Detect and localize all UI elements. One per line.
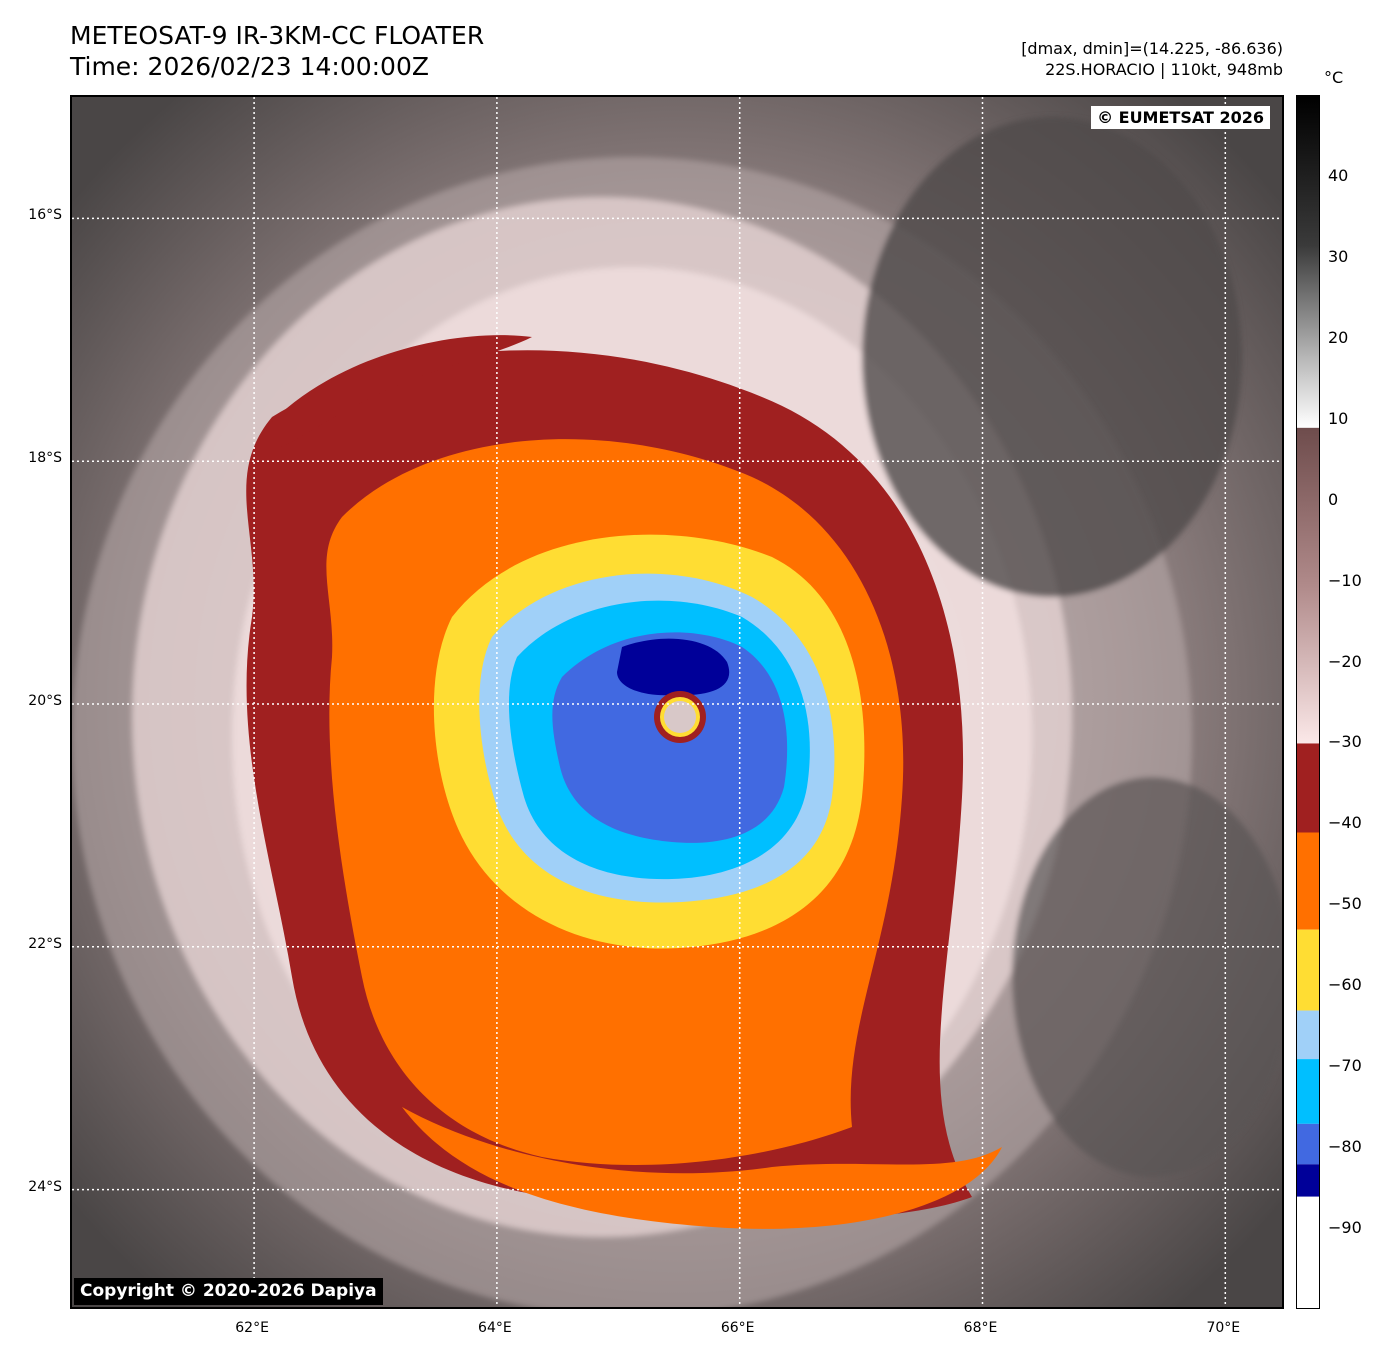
cold-cloud-tops: [246, 335, 1002, 1229]
colorbar-tick-label: 10: [1328, 408, 1349, 428]
lat-label-18s: 18°S: [28, 450, 62, 467]
colorbar-tick-label: −40: [1328, 813, 1362, 833]
lat-label-22s: 22°S: [28, 935, 62, 952]
lon-label-66e: 66°E: [720, 1320, 755, 1336]
lon-label-62e: 62°E: [235, 1320, 269, 1336]
storm-info-block: [dmax, dmin]=(14.225, -86.636) 22S.HORAC…: [1021, 38, 1283, 80]
colorbar-tick-label: 30: [1328, 246, 1349, 266]
colorbar-segment: [1297, 96, 1319, 428]
eumetsat-credit: © EUMETSAT 2026: [1091, 106, 1270, 129]
colorbar-segment: [1297, 1123, 1319, 1165]
colorbar-segment: [1297, 1010, 1319, 1060]
colorbar-tick-label: −20: [1328, 651, 1362, 671]
colorbar-segment: [1297, 929, 1319, 1011]
colorbar-tick-label: −10: [1328, 570, 1362, 590]
colorbar-tick-label: −30: [1328, 732, 1362, 752]
colorbar-tick-label: 40: [1328, 165, 1349, 185]
colorbar-segment: [1297, 743, 1319, 833]
colorbar-segment: [1297, 1164, 1319, 1197]
colorbar-tick-label: −90: [1328, 1218, 1362, 1238]
lon-label-68e: 68°E: [963, 1320, 998, 1336]
colorbar-tick-label: 0: [1328, 489, 1339, 509]
lon-label-70e: 70°E: [1206, 1320, 1241, 1336]
colorbar: [1296, 95, 1320, 1309]
colorbar-segment: [1297, 1196, 1319, 1308]
lat-label-20s: 20°S: [28, 693, 62, 709]
colorbar-tick-label: −50: [1328, 894, 1362, 914]
colorbar-tick-label: −70: [1328, 1056, 1362, 1076]
lat-label-24s: 24°S: [28, 1178, 62, 1195]
colorbar-tick-label: −60: [1328, 975, 1362, 995]
lon-label-64e: 64°E: [478, 1320, 512, 1336]
colorbar-segment: [1297, 1059, 1319, 1124]
graticule: [72, 97, 1282, 1307]
colorbar-segment: [1297, 427, 1319, 744]
title-product: METEOSAT-9 IR-3KM-CC FLOATER: [70, 21, 485, 50]
lat-label-16s: 16°S: [28, 207, 62, 224]
navy-core: [617, 638, 730, 696]
colorbar-segment: [1297, 832, 1319, 930]
orange-rainband-south: [402, 1107, 1002, 1229]
satellite-map[interactable]: © EUMETSAT 2026 Copyright © 2020-2026 Da…: [70, 95, 1284, 1309]
range-info: [dmax, dmin]=(14.225, -86.636): [1021, 39, 1283, 58]
colorbar-unit: °C: [1324, 68, 1344, 87]
title-time: Time: 2026/02/23 14:00:00Z: [70, 52, 429, 81]
dapiya-credit: Copyright © 2020-2026 Dapiya: [74, 1278, 383, 1305]
spiral-band-outer: [267, 335, 532, 447]
figure-title: METEOSAT-9 IR-3KM-CC FLOATER Time: 2026/…: [70, 20, 484, 82]
colorbar-tick-label: −80: [1328, 1137, 1362, 1157]
eye: [664, 701, 696, 733]
colorbar-tick-label: 20: [1328, 327, 1349, 347]
storm-info: 22S.HORACIO | 110kt, 948mb: [1045, 60, 1283, 79]
